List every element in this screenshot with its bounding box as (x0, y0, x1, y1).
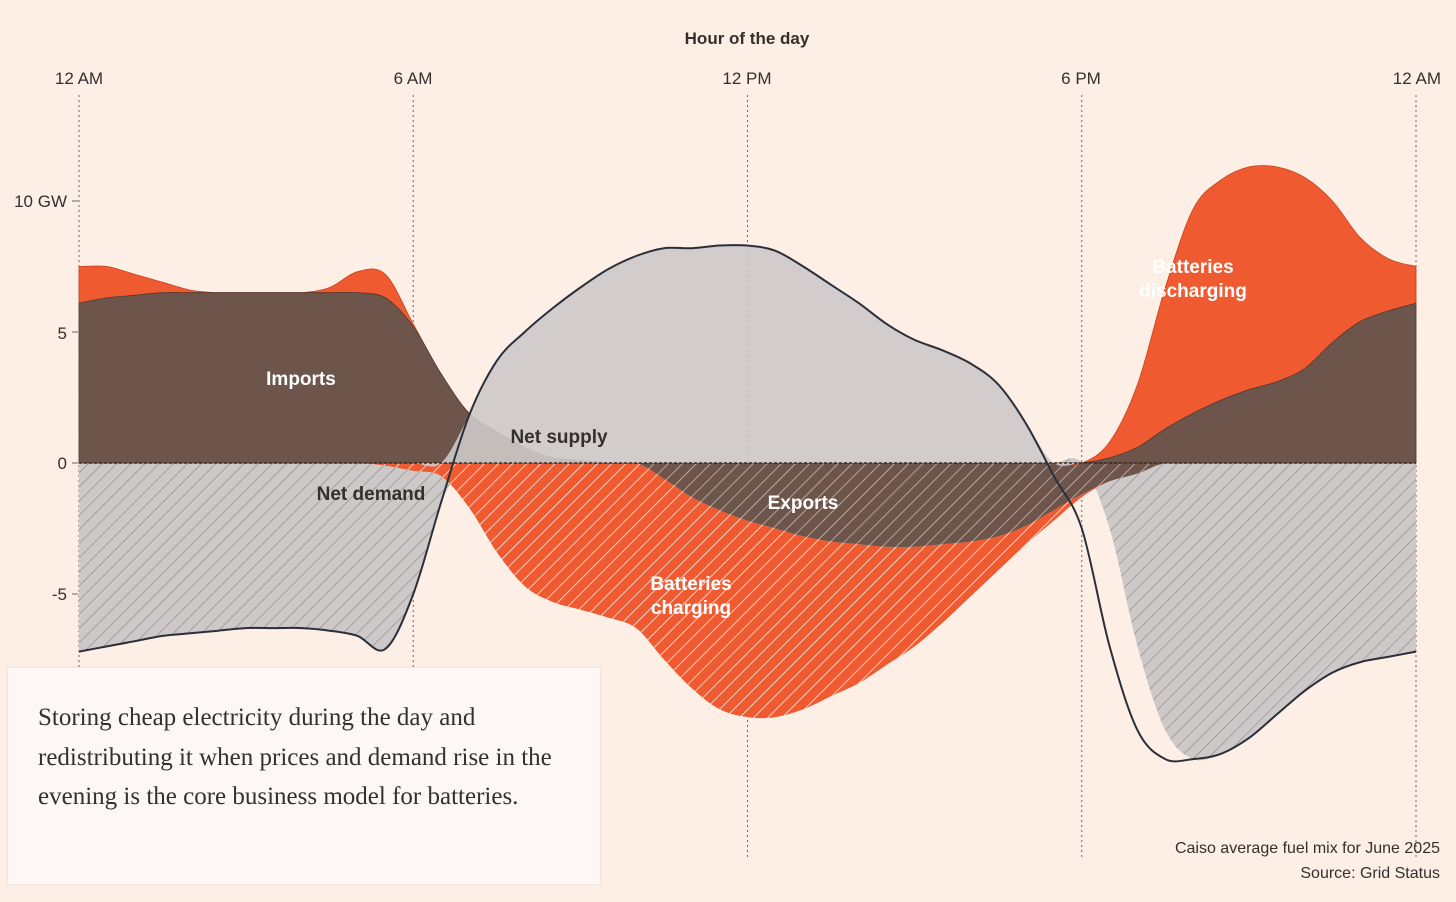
x-tick-label: 12 PM (722, 69, 771, 88)
batteries-charging-area (79, 461, 1416, 719)
net-supply-area (79, 245, 1416, 467)
axis-layer: Hour of the day 12 AM 6 AM 12 PM 6 PM 12… (14, 29, 1441, 604)
source-layer: Caiso average fuel mix for June 2025 Sou… (1175, 840, 1440, 882)
x-tick-label: 12 AM (1393, 69, 1441, 88)
source-note-line2: Source: Grid Status (1300, 865, 1440, 882)
imports-label: Imports (266, 369, 336, 390)
exports-label: Exports (768, 493, 839, 514)
exports-area (79, 461, 1416, 548)
net-demand-area (79, 458, 1416, 761)
y-tick-label: 10 GW (14, 192, 67, 211)
x-tick-label: 6 PM (1061, 69, 1101, 88)
annotation-layer: Imports Net supply Net demand Exports Ba… (266, 257, 1247, 619)
batteries-charging-label-line2: charging (651, 598, 731, 619)
net-demand-label: Net demand (317, 484, 426, 505)
batteries-charging-label-line1: Batteries (650, 574, 731, 595)
y-tick-label: -5 (52, 585, 67, 604)
x-tick-label: 6 AM (394, 69, 433, 88)
caption-text: Storing cheap electricity during the day… (38, 704, 552, 810)
caption-box: Storing cheap electricity during the day… (8, 668, 600, 884)
batteries-discharging-label-line2: discharging (1139, 281, 1247, 302)
x-axis-title: Hour of the day (685, 29, 810, 48)
line-layer (78, 244, 1417, 763)
y-tick-label: 0 (58, 454, 67, 473)
x-tick-label: 12 AM (55, 69, 103, 88)
source-note-line1: Caiso average fuel mix for June 2025 (1175, 840, 1440, 857)
batteries-discharging-label-line1: Batteries (1152, 257, 1233, 278)
net-position-line (78, 244, 1417, 763)
y-tick-label: 5 (58, 324, 67, 343)
net-supply-label: Net supply (510, 427, 608, 448)
